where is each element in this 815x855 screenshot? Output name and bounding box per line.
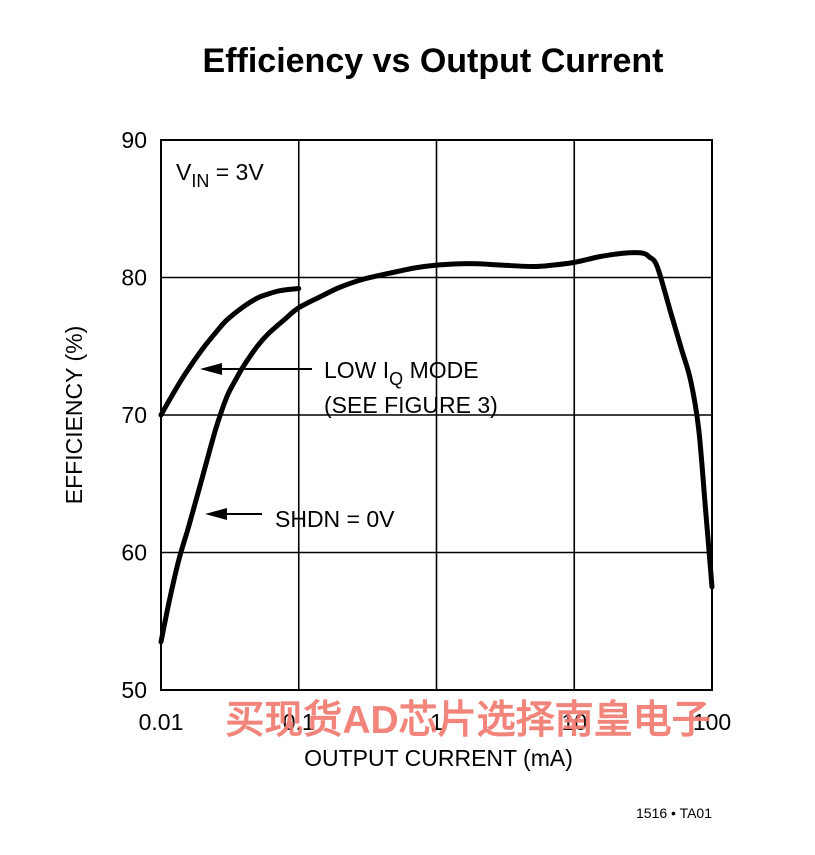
x-tick-label-1: 1 bbox=[430, 709, 443, 735]
x-tick-labels: 0.01 0.1 1 10 100 bbox=[139, 709, 732, 735]
x-tick-label-10: 10 bbox=[561, 709, 587, 735]
series-line-shdn bbox=[158, 250, 715, 645]
label-main-text: V bbox=[176, 159, 192, 185]
x-axis-label: OUTPUT CURRENT (mA) bbox=[304, 745, 573, 771]
y-tick-label-80: 80 bbox=[121, 265, 147, 291]
watermark-text: 买现货AD芯片选择南皇电子 bbox=[225, 699, 710, 742]
arrow-low-iq-head bbox=[200, 363, 222, 375]
figure-code: 1516 • TA01 bbox=[636, 805, 712, 821]
label-subscript: Q bbox=[389, 369, 403, 389]
label-subscript: IN bbox=[191, 171, 209, 191]
x-tick-label-0.1: 0.1 bbox=[283, 709, 315, 735]
chart-title: Efficiency vs Output Current bbox=[203, 42, 664, 80]
series-annotations: LOW IQ MODE (SEE FIGURE 3) SHDN = 0V bbox=[200, 357, 498, 532]
y-tick-label-50: 50 bbox=[121, 677, 147, 703]
y-axis-label: EFFICIENCY (%) bbox=[61, 326, 87, 504]
series-line-low-iq bbox=[158, 286, 302, 418]
annotation-low-iq-line-1: LOW IQ MODE bbox=[324, 357, 479, 389]
vin-condition-label: VIN = 3V bbox=[176, 159, 264, 191]
y-tick-label-70: 70 bbox=[121, 402, 147, 428]
arrow-shdn-head bbox=[205, 508, 227, 520]
label-rest-text: MODE bbox=[403, 357, 478, 383]
x-tick-label-0.01: 0.01 bbox=[139, 709, 184, 735]
label-main-text: LOW I bbox=[324, 357, 389, 383]
series-lines bbox=[158, 250, 715, 645]
label-main-text: (SEE FIGURE 3) bbox=[324, 392, 498, 418]
x-tick-label-100: 100 bbox=[693, 709, 731, 735]
y-tick-labels: 50 60 70 80 90 bbox=[121, 127, 147, 703]
label-main-text: SHDN = 0V bbox=[275, 506, 395, 532]
label-rest-text: = 3V bbox=[209, 159, 264, 185]
y-tick-label-60: 60 bbox=[121, 540, 147, 566]
annotation-shdn-line-1: SHDN = 0V bbox=[275, 506, 395, 532]
y-tick-label-90: 90 bbox=[121, 127, 147, 153]
annotation-low-iq-line-2: (SEE FIGURE 3) bbox=[324, 392, 498, 418]
